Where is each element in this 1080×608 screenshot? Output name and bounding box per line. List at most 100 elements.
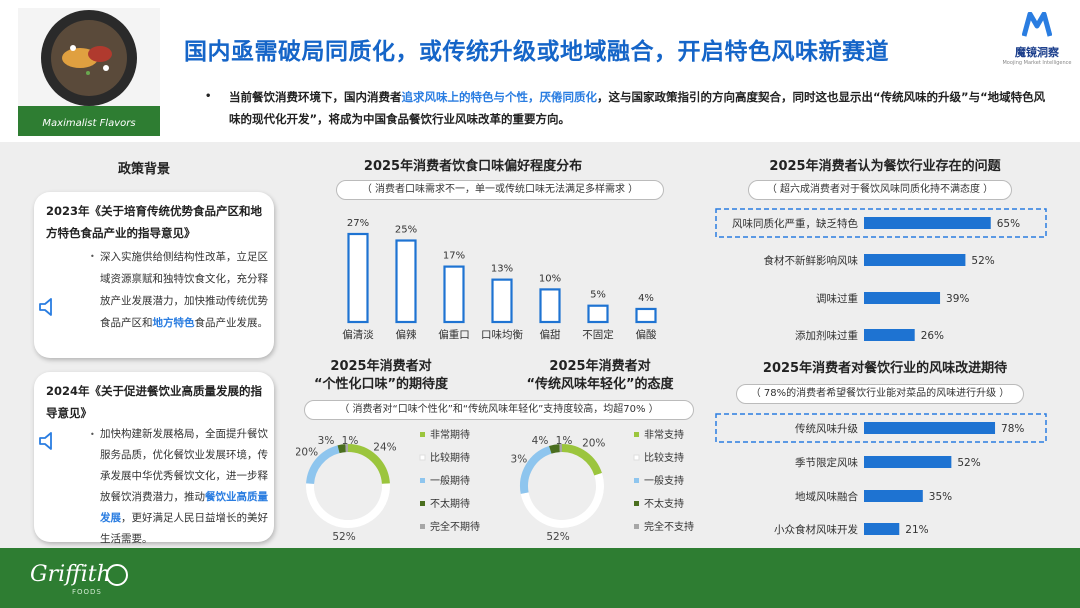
policy-card-2024: 2024年《关于促进餐饮业高质量发展的指导意见》 • 加快构建新发展格局，全面提…: [34, 372, 274, 545]
donut-slice: [347, 444, 390, 485]
h-bar: [864, 329, 915, 341]
page-title: 国内亟需破局同质化，或传统升级或地域融合，开启特色风味新赛道: [184, 39, 889, 65]
taste-bar: [491, 278, 513, 324]
bullet-icon: •: [90, 430, 95, 439]
taste-category-label: 偏清淡: [342, 328, 374, 341]
intro-text-1: 当前餐饮消费环境下，国内消费者: [229, 90, 402, 104]
donut-value-label: 23%: [510, 454, 527, 466]
h-bar: [864, 217, 991, 229]
traditional-young-title: 2025年消费者对 “传统风味年轻化”的态度: [510, 358, 690, 394]
taste-value-label: 25%: [395, 225, 417, 236]
taste-value-label: 17%: [443, 251, 465, 262]
policy-highlight: 地方特色: [152, 317, 195, 329]
highlight-box: [715, 413, 1047, 443]
problems-chart-subtitle: （ 超六成消费者对于餐饮风味同质化持不满态度 ）: [748, 180, 1012, 200]
policy-card-title: 2023年《关于培育传统优势食品产区和地方特色食品产业的指导意见》: [46, 204, 263, 240]
expect-charts-subtitle: （ 消费者对“口味个性化”和“传统风味年轻化”支持度较高，均超70% ）: [304, 400, 694, 420]
h-bar-value: 78%: [1001, 423, 1024, 435]
donut-value-label: 1%: [556, 435, 573, 447]
policy-text: 加快构建新发展格局，全面提升餐饮服务品质，优化餐饮业发展环境，传承发展中华优秀餐…: [100, 428, 268, 503]
donut-slice: [520, 446, 552, 494]
taste-bar: [587, 304, 609, 324]
personal-taste-title: 2025年消费者对 “个性化口味”的期待度: [296, 358, 466, 394]
h-bar-value: 21%: [905, 524, 928, 536]
legend-label: 一般支持: [644, 474, 684, 487]
taste-category-label: 不固定: [582, 328, 614, 341]
bullet-icon: •: [205, 91, 212, 102]
title-line: “个性化口味”的期待度: [313, 377, 449, 392]
donut-value-label: 20%: [296, 447, 318, 459]
legend-swatch: [420, 432, 425, 437]
improve-chart-title: 2025年消费者对餐饮行业的风味改进期待: [762, 361, 1008, 376]
legend-swatch: [420, 524, 425, 529]
h-bar-category: 调味过重: [816, 292, 858, 305]
taste-value-label: 13%: [491, 264, 513, 275]
title-line: “传统风味年轻化”的态度: [526, 377, 674, 392]
h-bar-value: 35%: [929, 491, 952, 503]
taste-value-label: 4%: [638, 293, 654, 304]
policy-highlight: 餐饮业高质量发展: [100, 491, 268, 524]
improve-bar-chart: 传统风味升级 78% 季节限定风味 52% 地域风味融合 35% 小众食材风味开发 21%: [715, 413, 1047, 536]
legend-swatch: [633, 454, 640, 461]
h-bar: [864, 422, 996, 434]
h-bar-value: 26%: [921, 330, 944, 342]
h-bar-value: 39%: [946, 293, 969, 305]
donut-slice: [337, 444, 346, 454]
donut-value-label: 52%: [546, 531, 569, 543]
legend-label: 非常期待: [430, 428, 470, 441]
legend-swatch: [420, 501, 425, 506]
legend-swatch: [634, 524, 639, 529]
taste-bar: [635, 307, 657, 324]
legend-label: 完全不期待: [430, 520, 480, 533]
policy-section-title: 政策背景: [118, 162, 171, 177]
h-bar: [864, 523, 900, 535]
policy-card-2023: 2023年《关于培育传统优势食品产区和地方特色食品产业的指导意见》 • 深入实施…: [34, 192, 274, 358]
legend-swatch: [419, 454, 426, 461]
taste-category-label: 偏重口: [438, 328, 470, 341]
speaker-icon: [39, 298, 52, 316]
taste-chart-title: 2025年消费者饮食口味偏好程度分布: [363, 159, 583, 174]
title-line: 2025年消费者对: [549, 359, 651, 374]
h-bar-value: 65%: [997, 218, 1020, 230]
h-bar-category: 地域风味融合: [795, 490, 858, 503]
h-bar-category: 风味同质化严重，缺乏特色: [732, 217, 858, 230]
legend-label: 比较期待: [430, 451, 470, 464]
donut-value-label: 4%: [532, 435, 549, 447]
donut-slice: [561, 444, 602, 476]
legend-swatch: [420, 478, 425, 483]
legend-label: 非常支持: [644, 428, 684, 441]
improve-chart-subtitle: （ 78%的消费者希望餐饮行业能对菜品的风味进行升级 ）: [736, 384, 1024, 404]
brand-mark-icon: [106, 564, 128, 586]
h-bar-value: 52%: [971, 255, 994, 267]
logo-subtitle: Moojing Market Intelligence: [1002, 60, 1072, 66]
footer: Griffith FOODS: [0, 548, 1080, 608]
h-bar: [864, 490, 923, 502]
hero-caption: Maximalist Flavors: [42, 118, 135, 129]
taste-chart-subtitle: （ 消费者口味需求不一，单一或传统口味无法满足多样需求 ）: [336, 180, 664, 200]
problems-chart-title: 2025年消费者认为餐饮行业存在的问题: [769, 159, 1001, 174]
h-bar-category: 食材不新鲜影响风味: [764, 254, 859, 267]
title-line: 2025年消费者对: [330, 359, 432, 374]
legend-swatch: [634, 432, 639, 437]
policy-text: 深入实施供给侧结构性改革，立足区域资源禀赋和独特饮食文化，充分释放产业发展潜力，…: [100, 251, 268, 329]
taste-category-label: 偏甜: [540, 328, 561, 341]
donut-value-label: 20%: [582, 437, 605, 449]
h-bar-value: 52%: [957, 457, 980, 469]
h-bar-category: 小众食材风味开发: [774, 523, 858, 536]
donut-slice: [549, 444, 560, 454]
legend-swatch: [634, 478, 639, 483]
taste-bar: [539, 288, 561, 324]
bullet-icon: •: [90, 252, 95, 261]
logo-name: 魔镜洞察: [1015, 46, 1059, 59]
donut-value-label: 24%: [373, 442, 396, 454]
policy-text: ，更好满足人民日益增长的美好生活需要。: [100, 512, 268, 545]
legend-label: 一般期待: [430, 474, 470, 487]
brand-logo: 魔镜洞察 Moojing Market Intelligence: [1002, 11, 1072, 72]
taste-category-label: 偏酸: [636, 328, 657, 341]
taste-category-label: 偏辣: [396, 328, 417, 341]
hero-image: Maximalist Flavors: [18, 8, 160, 136]
donut-slice: [520, 473, 604, 528]
donut-slice: [306, 483, 390, 528]
